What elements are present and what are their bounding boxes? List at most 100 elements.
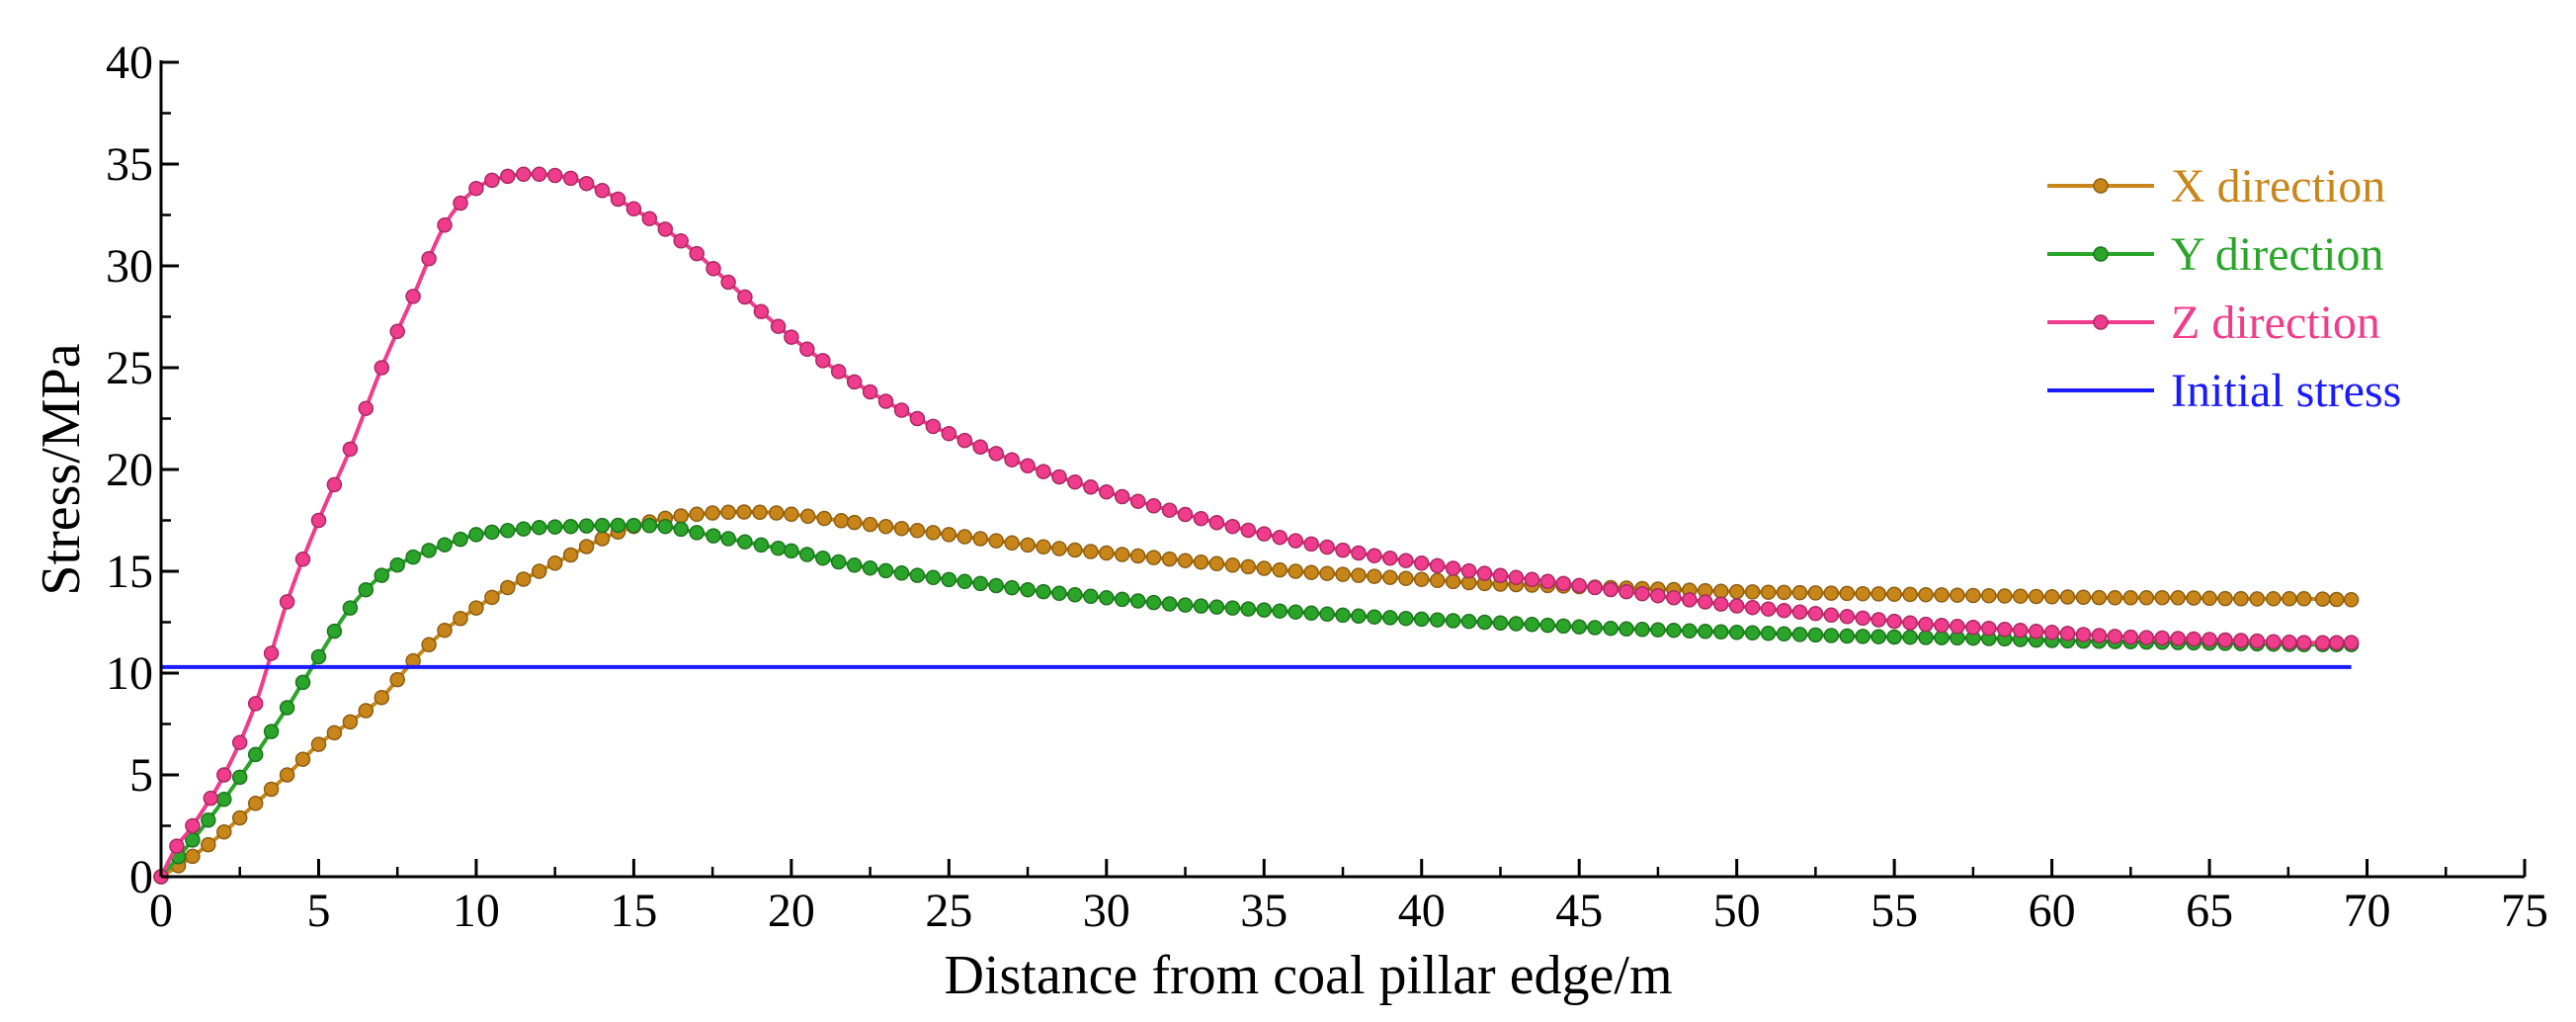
data-point [594,517,611,534]
data-point [1776,584,1792,601]
data-point [941,571,957,588]
data-point [1114,547,1130,562]
data-point [1508,616,1525,632]
y-axis-title: Stress/MPa [31,343,92,595]
data-point [2249,591,2266,607]
data-point [1886,613,1902,630]
data-point [1445,613,1461,629]
data-point [1712,583,1729,599]
data-point [421,637,437,653]
data-point [815,550,831,566]
x-tick-label: 65 [2186,885,2233,937]
x-tick-label: 40 [1398,885,1446,937]
series-line [159,523,2352,879]
data-point [342,600,359,616]
data-point [1272,561,1288,578]
data-point [1918,630,1934,645]
data-point [1855,585,1870,602]
data-point [1698,594,1713,610]
data-point [1288,533,1303,549]
data-point [752,504,768,521]
x-tick-label: 25 [925,885,972,937]
data-point [1934,617,1950,634]
x-tick-label: 45 [1555,885,1603,937]
data-point [833,513,850,529]
data-point [2343,592,2360,608]
data-point [1367,568,1382,584]
data-point [706,528,721,544]
data-point [1256,560,1273,576]
data-point [956,573,973,590]
data-point [877,518,894,535]
data-point [1224,518,1241,535]
data-point [736,504,752,520]
data-point [1902,615,1918,631]
data-point [988,533,1004,549]
legend: X direction Y direction Z direction Initial… [2047,160,2401,417]
data-point [1634,585,1650,602]
data-point [310,736,327,752]
data-point [389,671,405,688]
data-point [1492,615,1509,632]
series-z-direction [153,166,2360,885]
data-point [610,517,626,534]
data-point [1460,562,1477,579]
data-point [769,505,785,521]
data-point [1020,458,1036,474]
data-point [169,838,185,854]
data-point [909,410,926,427]
data-point [2202,632,2217,647]
data-point [594,183,611,199]
data-point [374,360,390,376]
data-point [326,476,343,493]
data-point [1476,614,1493,631]
data-point [2043,625,2060,640]
data-point [737,289,753,305]
data-point [2091,589,2108,606]
data-point [1256,602,1273,618]
x-tick-label: 55 [1870,885,1918,937]
y-tick-label: 15 [106,546,153,598]
data-point [2249,633,2266,649]
data-point [689,506,705,523]
data-point [925,525,942,541]
data-point [468,180,484,197]
legend-item-initial-stress: Initial stress [2047,365,2401,417]
data-point [1240,601,1257,617]
data-point [310,512,327,529]
data-point [941,527,957,543]
data-point [231,809,248,826]
data-point [1950,618,1965,635]
data-point [1918,586,1934,603]
data-point [1807,585,1824,601]
data-point [294,751,311,767]
data-point [720,274,736,291]
data-point [405,549,421,565]
data-point [201,812,216,828]
data-point [799,341,815,358]
data-point [1099,545,1115,561]
data-point [1429,612,1446,628]
data-point [1335,542,1351,558]
data-point [484,524,500,541]
data-point [1067,473,1083,490]
data-point [1839,609,1856,625]
data-point [956,432,973,449]
data-point [1587,620,1603,636]
data-point [877,393,894,409]
data-point [421,543,437,558]
data-point [562,518,579,535]
data-point [2233,633,2249,648]
data-point [941,425,957,442]
data-point [2028,588,2044,605]
data-point [784,543,799,559]
y-tick-label: 0 [129,851,153,903]
data-point [1398,610,1414,627]
data-point [326,623,343,639]
data-point [1335,607,1351,624]
data-point [421,250,437,267]
data-point [516,521,532,537]
data-point [263,781,280,798]
data-point [1288,604,1303,620]
data-point [893,520,910,537]
